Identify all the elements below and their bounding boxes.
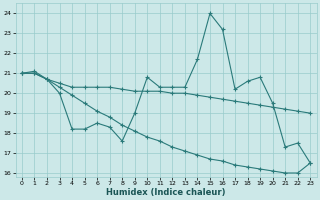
X-axis label: Humidex (Indice chaleur): Humidex (Indice chaleur) xyxy=(106,188,226,197)
